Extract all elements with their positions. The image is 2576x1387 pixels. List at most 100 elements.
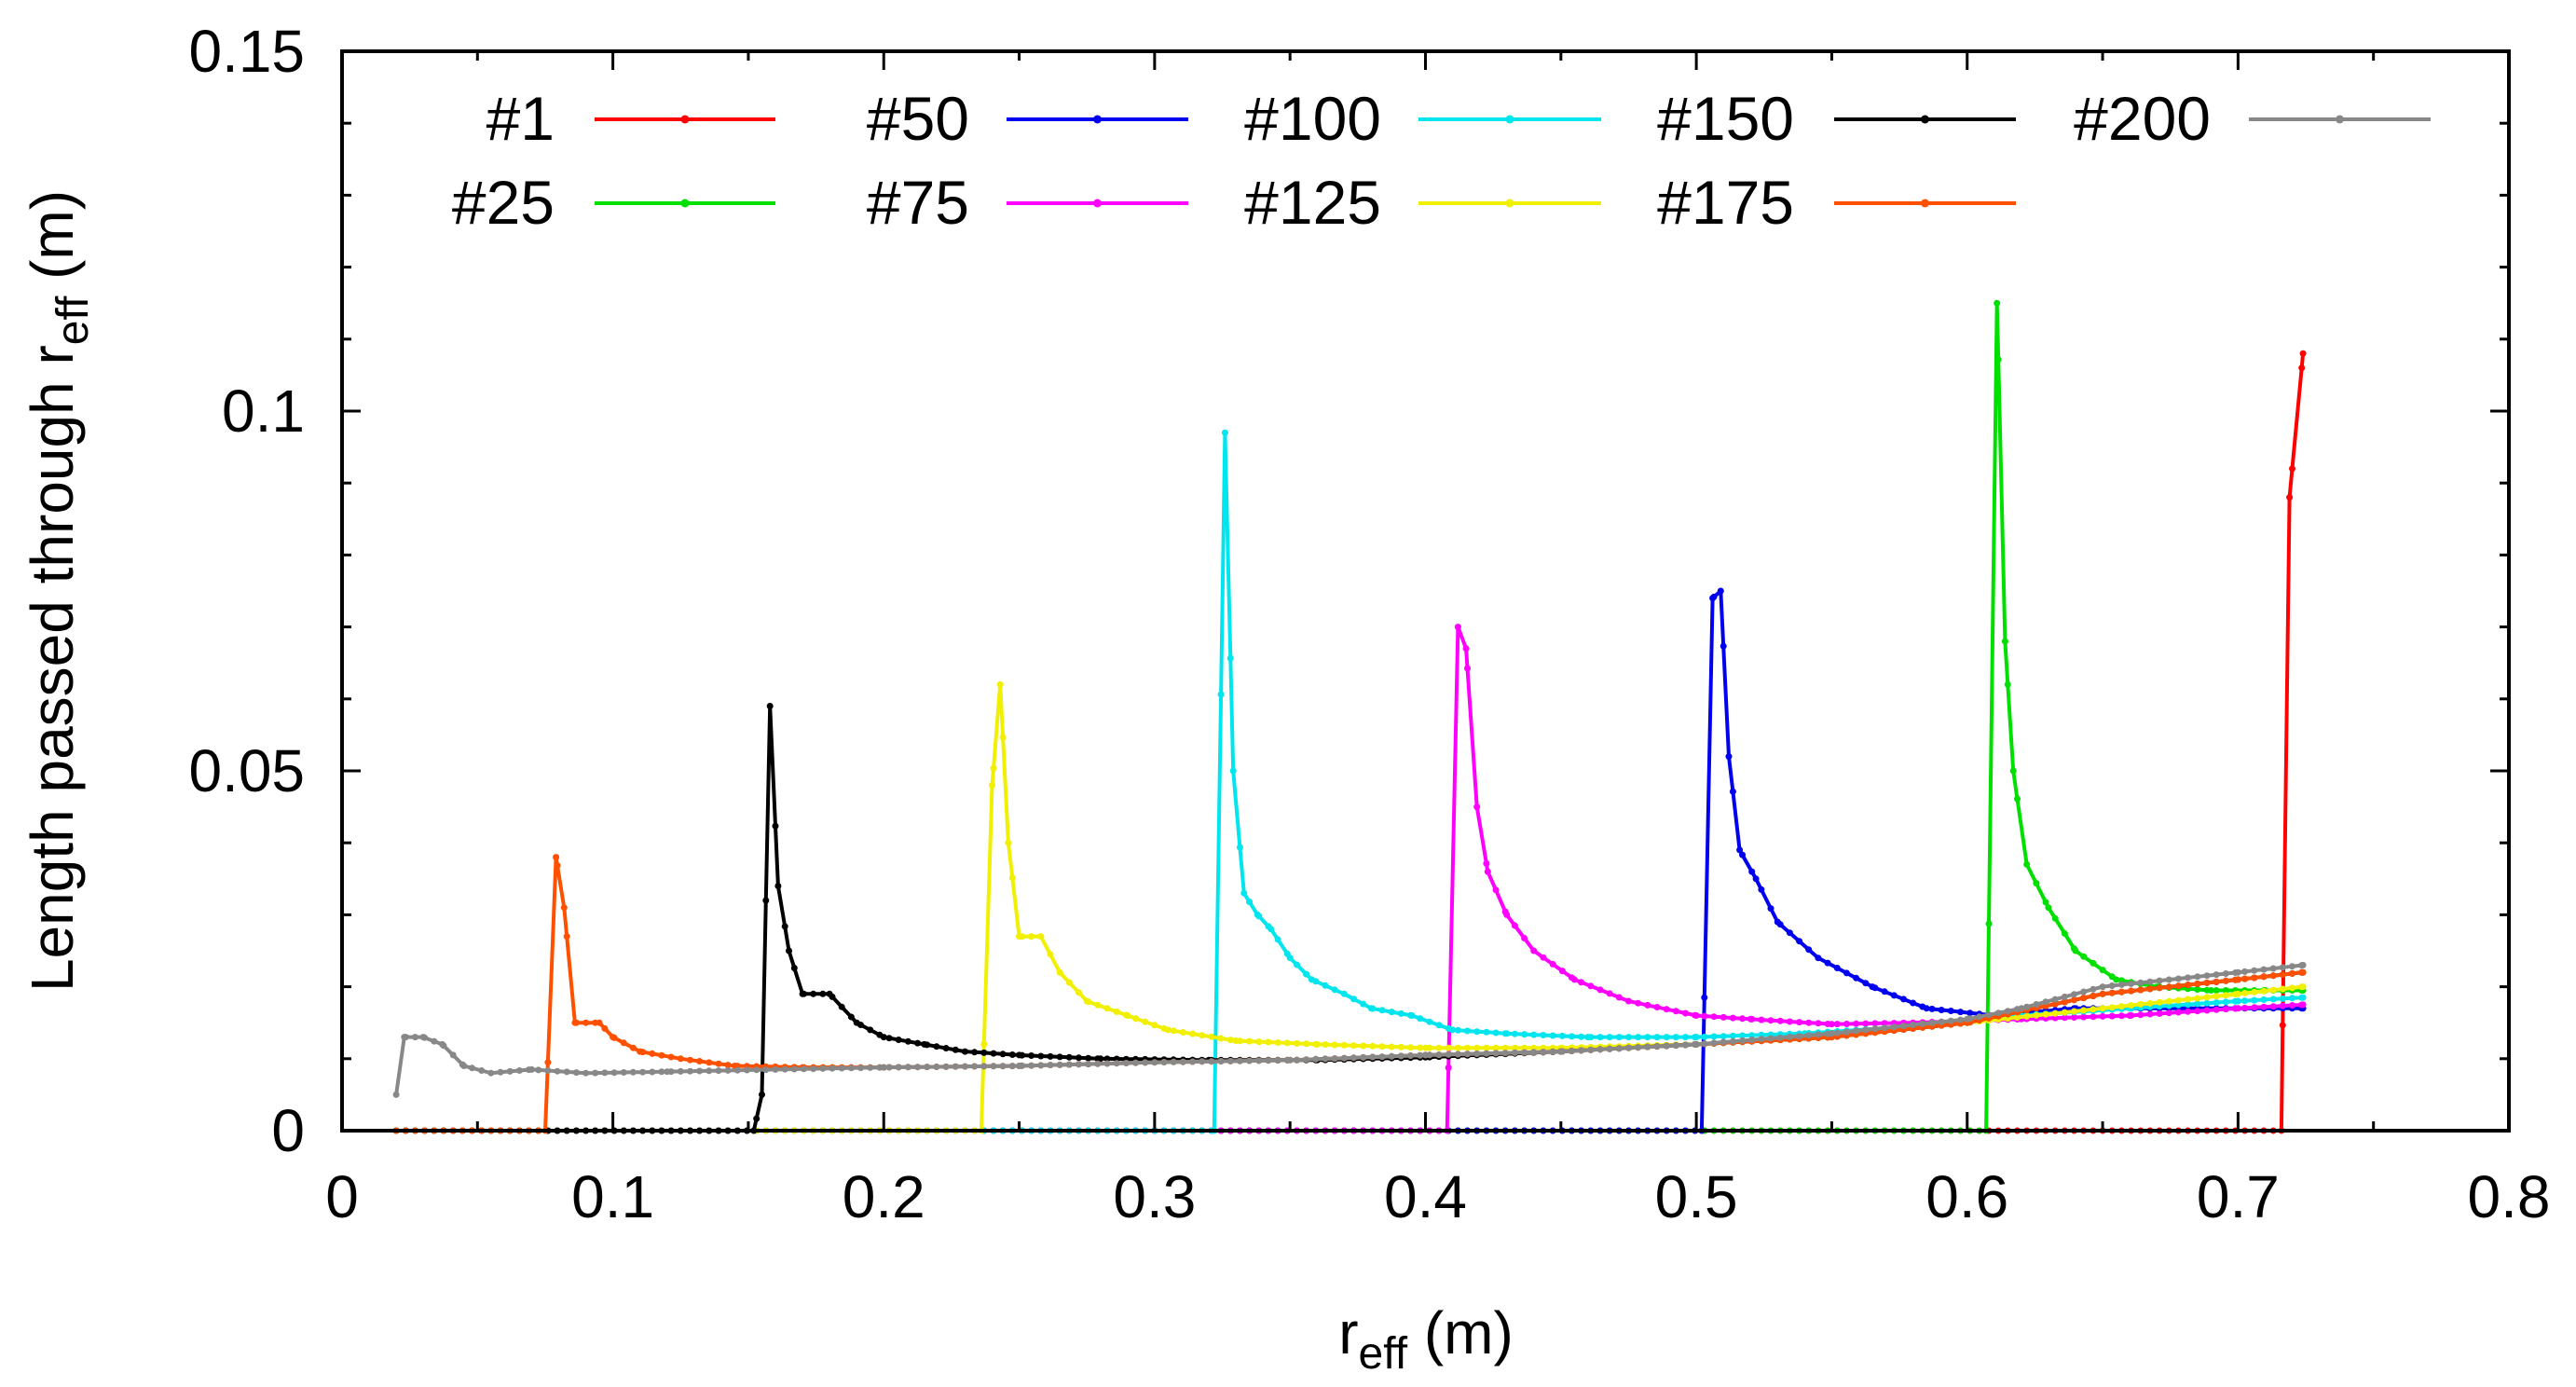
data-point [847,1013,855,1021]
data-point [572,1069,580,1077]
data-point [1701,994,1708,1001]
data-point [2289,984,2295,992]
data-point [649,1068,656,1076]
data-point [1164,1026,1172,1034]
data-point [1521,1049,1528,1056]
data-point [1503,1030,1511,1037]
data-point [1625,1044,1632,1051]
data-point [1008,1051,1016,1058]
data-point [1124,1012,1131,1019]
data-point [790,965,798,971]
data-point [2299,968,2307,976]
data-point [1748,868,1756,875]
data-point [1501,1044,1509,1051]
data-point [601,1069,609,1077]
data-point [1701,1012,1708,1020]
data-point [2156,977,2163,984]
legend: #1 #25 #50 #75 #100 #125 #150 #175 #200 [452,84,2431,237]
data-point [629,1044,637,1051]
data-point [2156,984,2163,992]
data-point [2286,494,2294,501]
data-point [1312,978,1320,985]
data-point [2001,638,2008,645]
data-point [2194,973,2201,981]
data-point [2207,987,2214,994]
data-point [1473,1051,1481,1057]
data-point [2080,995,2088,1002]
legend-item: #25 [452,168,775,237]
data-point [2279,1022,2286,1029]
data-point [2071,1008,2077,1015]
data-point [2213,993,2220,1000]
data-point [1653,1043,1661,1051]
data-point [1322,1041,1329,1049]
data-point [942,1045,950,1051]
data-point [1966,1009,1974,1017]
data-point [478,1067,486,1074]
data-point [582,1019,590,1026]
data-point [880,1034,887,1041]
data-point [1720,1033,1727,1040]
series-line [394,963,2304,1095]
x-tick-label: 0.6 [1925,1163,2008,1230]
data-point [1824,959,1831,967]
data-point [1994,1009,2002,1017]
data-point [819,1064,827,1072]
data-point [1881,988,1888,996]
data-point [2165,976,2172,983]
data-point [829,993,836,1000]
data-point [2061,1009,2068,1016]
data-point [1005,839,1012,846]
data-point [2222,992,2229,999]
data-point [2185,974,2192,982]
data-point [781,1065,788,1073]
data-point [1663,1006,1670,1013]
data-point [1796,1019,1803,1026]
data-point [2080,988,2088,996]
data-point [914,1039,922,1047]
data-point [810,1065,817,1073]
data-point [1672,1008,1679,1015]
data-point [1170,1027,1177,1035]
data-point [1776,921,1784,928]
data-point [2061,993,2068,1000]
data-point [1748,1037,1756,1044]
data-point [601,1024,609,1032]
data-point [2269,986,2277,994]
y-tick-label: 0.1 [222,378,305,445]
data-point [1900,996,1907,1003]
data-point [2213,987,2220,994]
series-n125 [392,680,2307,1134]
data-point [838,1064,845,1072]
data-point [2061,930,2068,937]
data-point [629,1068,637,1076]
data-point [2042,1010,2049,1018]
data-point [620,1039,627,1047]
data-point [1720,642,1727,650]
data-point [1103,1055,1111,1063]
data-point [1388,1043,1395,1051]
data-point [819,990,827,997]
data-point [1549,1048,1556,1055]
data-point [2174,1001,2182,1009]
data-point [2279,1002,2286,1009]
data-point [753,1066,760,1074]
data-point [1065,1061,1073,1068]
data-point [1170,1058,1177,1065]
data-point [2279,995,2286,1002]
data-point [2090,1006,2097,1013]
x-tick-label: 0.4 [1384,1163,1467,1230]
x-tick-label: 0.5 [1655,1163,1738,1230]
data-point [1635,1044,1642,1051]
data-point [1142,1059,1149,1066]
data-point [1097,1055,1104,1063]
data-point [1303,1056,1310,1064]
data-point [2061,1014,2068,1022]
data-point [2099,1012,2106,1020]
data-point [554,1067,561,1075]
legend-item: #175 [1657,168,2016,237]
data-point [2108,982,2116,989]
data-point [1615,994,1623,1001]
data-point [1748,1015,1756,1023]
data-point [2014,1014,2021,1021]
